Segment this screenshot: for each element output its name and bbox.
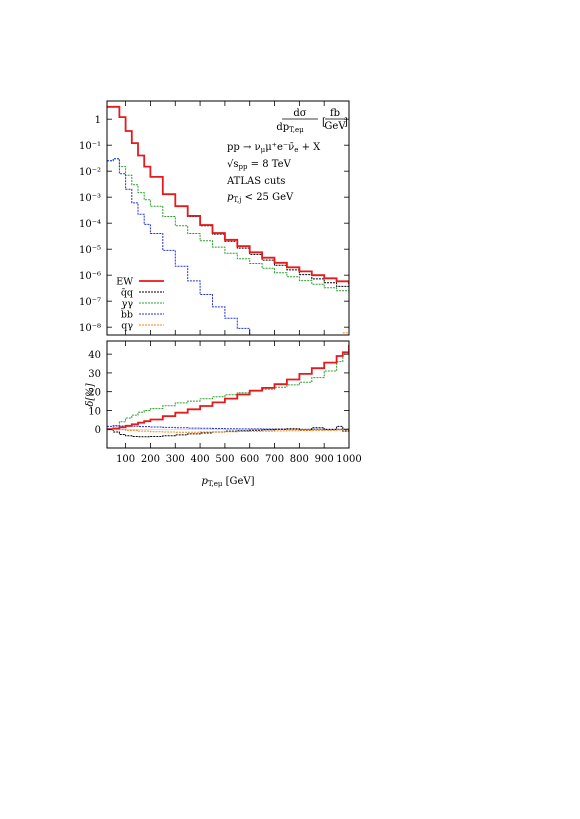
ylabel-bracket-open: [ (322, 117, 326, 128)
xtick-label: 300 (166, 454, 185, 465)
ylabel-unit-num: fb (330, 108, 340, 119)
lower-ticks: 0 10 20 30 40 100 200 300 400 500 600 700 800 900 1000 (88, 341, 362, 465)
upper-panel: 1 10⁻¹ 10⁻² 10⁻³ 10⁻⁴ 10⁻⁵ 10⁻⁶ 10⁻⁷ 10⁻⁸ dσ dpT… (79, 100, 350, 336)
legend-label: qγ (121, 321, 133, 332)
lower-ytick-label: 0 (95, 425, 101, 436)
lower-series-4 (107, 428, 349, 433)
upper-ytick-label: 10⁻³ (79, 193, 101, 204)
upper-ytick-label: 10⁻⁸ (79, 323, 101, 334)
upper-ytick-label: 1 (95, 115, 101, 126)
ylabel-unit-den: GeV (324, 121, 346, 132)
xtick-label: 700 (265, 454, 284, 465)
x-axis-label: pT,eμ [GeV] (201, 476, 254, 488)
upper-series-3 (107, 158, 275, 335)
lower-ytick-label: 40 (88, 350, 101, 361)
ylabel-den: dpT,eμ (276, 122, 304, 134)
xtick-label: 500 (215, 454, 234, 465)
upper-series-2 (107, 158, 349, 294)
lower-ytick-label: 20 (88, 388, 101, 399)
lower-series-0 (107, 344, 349, 431)
lower-frame (106, 340, 350, 449)
xtick-label: 400 (191, 454, 210, 465)
legend-label: γγ (122, 299, 134, 310)
upper-series-0 (107, 105, 349, 285)
xtick-label: 1000 (336, 454, 361, 465)
legend-label: q̄q (121, 288, 133, 299)
process-annotations: pp → νμμ⁺e⁻ν̄e + X √spp = 8 TeV ATLAS cu… (226, 142, 321, 204)
xtick-label: 600 (240, 454, 259, 465)
upper-ytick-label: 10⁻⁷ (79, 297, 101, 308)
lower-series-2 (107, 342, 349, 430)
legend-label: EW (116, 277, 133, 288)
upper-ytick-label: 10⁻⁴ (79, 219, 101, 230)
energy-label: √spp = 8 TeV (227, 159, 292, 171)
process-label: pp → νμμ⁺e⁻ν̄e + X (227, 142, 321, 154)
xtick-label: 200 (141, 454, 160, 465)
xtick-label: 900 (315, 454, 334, 465)
upper-ylabel: dσ dpT,eμ [ fb GeV ] (276, 108, 348, 134)
delta-ylabel: δ[%] (85, 383, 96, 406)
upper-curves (107, 105, 349, 335)
jet-cut-label: pT,j < 25 GeV (227, 192, 294, 204)
lower-ytick-label: 10 (88, 406, 101, 417)
xtick-label: 800 (290, 454, 309, 465)
upper-ytick-label: 10⁻² (79, 167, 101, 178)
xtick-label: 100 (116, 454, 135, 465)
upper-ytick-label: 10⁻⁵ (79, 245, 101, 256)
lower-curves (107, 342, 349, 438)
lower-panel: 0 10 20 30 40 100 200 300 400 500 600 700 800 900 1000… (85, 340, 362, 488)
cuts-label: ATLAS cuts (226, 176, 285, 187)
upper-ytick-label: 10⁻⁶ (79, 271, 101, 282)
upper-frame (106, 100, 350, 336)
ylabel-bracket-close: ] (344, 117, 348, 128)
legend-label: b̄b (121, 308, 133, 320)
upper-ytick-label: 10⁻¹ (79, 141, 101, 152)
ylabel-num: dσ (293, 108, 306, 119)
lower-ytick-label: 30 (88, 369, 101, 380)
upper-y-ticks: 1 10⁻¹ 10⁻² 10⁻³ 10⁻⁴ 10⁻⁵ 10⁻⁶ 10⁻⁷ 10⁻⁸ (79, 101, 350, 335)
